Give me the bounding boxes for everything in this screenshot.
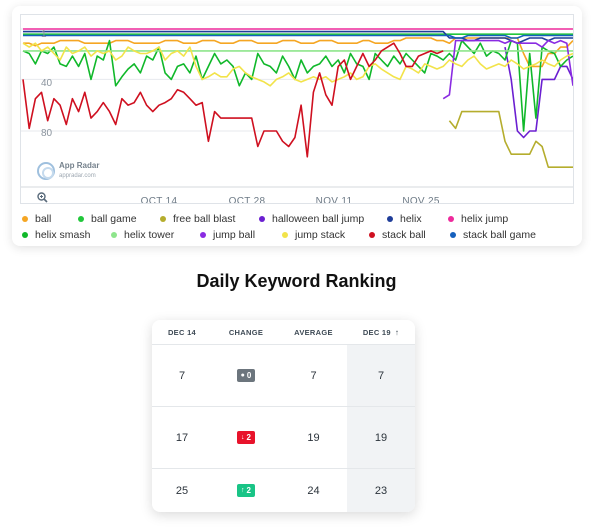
legend-item-jump-stack[interactable]: jump stack xyxy=(282,229,369,241)
cell-average: 19 xyxy=(307,431,320,444)
series-line-stack-ball-game[interactable] xyxy=(23,34,573,39)
series-line-stack-ball[interactable] xyxy=(22,42,444,158)
header-average[interactable]: AVERAGE xyxy=(294,327,333,337)
arrow-up-icon: ↑ xyxy=(241,487,245,494)
legend-item-stack-ball[interactable]: stack ball xyxy=(369,229,450,241)
legend-label: free ball blast xyxy=(173,213,236,225)
dot-icon: ● xyxy=(240,372,245,379)
ranking-chart-card: 1 40 80 App Radar appradar.com OCT 14 OC… xyxy=(12,6,582,246)
legend-label: helix jump xyxy=(461,213,509,225)
legend-label: stack ball game xyxy=(463,229,536,241)
legend-dot xyxy=(111,232,117,238)
x-tick-label: NOV 11 xyxy=(315,196,353,204)
header-dec-19-label: DEC 19 xyxy=(362,327,391,337)
legend-item-helix[interactable]: helix xyxy=(387,213,448,225)
watermark-name: App Radar xyxy=(59,161,100,170)
legend-item-jump-ball[interactable]: jump ball xyxy=(200,229,282,241)
chart-legend: ball ball game free ball blast halloween… xyxy=(22,211,572,243)
legend-dot xyxy=(259,216,265,222)
cell-dec-14: 25 xyxy=(175,484,189,497)
series-line-jump-ball[interactable] xyxy=(442,39,573,100)
legend-dot xyxy=(22,232,28,238)
legend-item-ball[interactable]: ball xyxy=(22,213,78,225)
cell-change: ↑ 2 xyxy=(212,469,280,512)
legend-label: helix xyxy=(400,213,422,225)
legend-dot xyxy=(200,232,206,238)
legend-item-stack-ball-game[interactable]: stack ball game xyxy=(450,229,536,241)
legend-label: stack ball xyxy=(382,229,426,241)
legend-label: ball xyxy=(35,213,52,225)
table-row: 17 ↓ 2 19 19 xyxy=(152,407,415,469)
series-line-halloween-ball-jump[interactable] xyxy=(504,46,573,139)
legend-row: helix smash helix tower jump ball jump s… xyxy=(22,227,572,243)
legend-item-free-ball-blast[interactable]: free ball blast xyxy=(160,213,259,225)
series-line-helix[interactable] xyxy=(23,30,573,44)
legend-item-helix-tower[interactable]: helix tower xyxy=(111,229,200,241)
legend-label: ball game xyxy=(91,213,137,225)
series-line-jump-stack[interactable] xyxy=(22,42,573,87)
table-header: DEC 14 CHANGE AVERAGE DEC 19 ↑ xyxy=(152,320,415,345)
app-radar-logo-icon xyxy=(37,162,55,180)
series-line-free-ball-blast[interactable] xyxy=(448,110,573,168)
arrow-up-icon: ↑ xyxy=(394,327,400,337)
legend-label: jump stack xyxy=(295,229,346,241)
legend-dot xyxy=(369,232,375,238)
legend-dot xyxy=(78,216,84,222)
section-title: Daily Keyword Ranking xyxy=(196,271,397,291)
x-tick-label: NOV 25 xyxy=(402,196,440,204)
legend-row: ball ball game free ball blast halloween… xyxy=(22,211,572,227)
legend-label: helix tower xyxy=(124,229,175,241)
legend-label: halloween ball jump xyxy=(272,213,365,225)
cell-dec-19: 7 xyxy=(377,369,385,382)
x-tick-label: OCT 14 xyxy=(140,196,178,204)
legend-item-helix-smash[interactable]: helix smash xyxy=(22,229,111,241)
cell-average: 7 xyxy=(310,369,317,382)
legend-item-halloween-ball-jump[interactable]: halloween ball jump xyxy=(259,213,387,225)
cell-change: ● 0 xyxy=(212,345,280,406)
cell-average: 24 xyxy=(307,484,320,497)
change-badge: ↑ 2 xyxy=(237,484,255,497)
y-tick-label: 1 xyxy=(41,29,47,40)
cell-dec-19: 23 xyxy=(374,484,388,497)
change-value: 2 xyxy=(246,433,251,442)
change-badge: ↓ 2 xyxy=(237,431,255,444)
header-dec-14[interactable]: DEC 14 xyxy=(167,327,197,337)
series-line-helix-smash[interactable] xyxy=(22,39,573,132)
y-tick-label: 80 xyxy=(41,128,53,139)
change-value: 0 xyxy=(246,371,252,380)
legend-dot xyxy=(282,232,288,238)
legend-dot xyxy=(448,216,454,222)
watermark-url: appradar.com xyxy=(59,173,96,179)
change-value: 2 xyxy=(246,486,251,495)
legend-dot xyxy=(22,216,28,222)
table-row: 25 ↑ 2 24 23 xyxy=(152,469,415,512)
header-dec-19[interactable]: DEC 19 ↑ xyxy=(347,320,415,344)
legend-dot xyxy=(450,232,456,238)
cell-change: ↓ 2 xyxy=(212,407,280,468)
y-tick-label: 40 xyxy=(41,78,53,89)
legend-label: helix smash xyxy=(35,229,91,241)
ranking-line-chart[interactable] xyxy=(21,15,574,204)
arrow-down-icon: ↓ xyxy=(241,434,245,441)
x-tick-label: OCT 28 xyxy=(228,196,266,204)
legend-item-ball-game[interactable]: ball game xyxy=(78,213,160,225)
cell-dec-19: 19 xyxy=(374,431,388,444)
cell-dec-14: 17 xyxy=(175,431,189,444)
header-change[interactable]: CHANGE xyxy=(228,327,264,337)
legend-item-helix-jump[interactable]: helix jump xyxy=(448,213,508,225)
table-row: 7 ● 0 7 7 xyxy=(152,345,415,407)
app-radar-watermark: App Radar appradar.com xyxy=(37,161,99,181)
legend-label: jump ball xyxy=(213,229,256,241)
change-badge: ● 0 xyxy=(236,369,256,382)
cell-dec-14: 7 xyxy=(178,369,186,382)
sorted-column-highlight xyxy=(347,345,415,512)
legend-dot xyxy=(387,216,393,222)
legend-dot xyxy=(160,216,166,222)
chart-plot-area[interactable]: 1 40 80 App Radar appradar.com OCT 14 OC… xyxy=(20,14,574,204)
keyword-ranking-table: DEC 14 CHANGE AVERAGE DEC 19 ↑ 7 ● 0 7 7 1… xyxy=(152,320,415,512)
